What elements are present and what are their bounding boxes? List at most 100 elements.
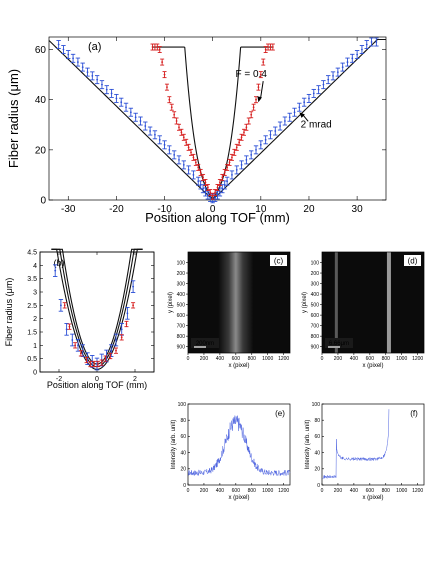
data-point (163, 143, 166, 146)
data-point (168, 98, 171, 101)
panel-e-axes (187, 403, 291, 486)
y-tick-label: 500 (177, 302, 186, 308)
panel-b-point-red (73, 342, 78, 349)
panel-a-point-blue (249, 150, 254, 160)
data-point (100, 361, 103, 364)
data-point (202, 176, 204, 179)
data-point (60, 304, 62, 307)
panel-f-label: (f) (410, 409, 418, 418)
data-point (238, 141, 241, 144)
data-point (243, 131, 245, 134)
data-point (101, 83, 103, 86)
panel-a-point-red (249, 111, 254, 119)
panel-a-point-red (169, 103, 174, 111)
y-tick-label: 80 (180, 418, 186, 424)
y-tick-label: 700 (177, 323, 186, 329)
panel-b-point-red (95, 360, 100, 368)
y-tick-label: 0 (40, 196, 46, 207)
y-tick-label: 4 (33, 263, 37, 270)
data-point (288, 116, 291, 119)
panel-a-point-red (266, 43, 271, 51)
panel-a-point-red (241, 128, 246, 136)
panel-b-y-axis-label: Fiber radius (μm) (4, 278, 14, 347)
data-point (139, 120, 142, 122)
y-tick-label: 3 (33, 289, 37, 296)
image-background (322, 252, 424, 353)
x-tick-label: 600 (366, 356, 375, 362)
data-point (89, 363, 92, 365)
panel-a-point-blue (171, 150, 177, 160)
x-tick-label: -20 (109, 204, 124, 215)
x-tick-label: -10 (157, 204, 172, 215)
data-point (226, 180, 229, 183)
panel-a-label: (a) (88, 41, 101, 53)
panel-a-point-red (164, 83, 169, 91)
panel-b-point-blue (130, 280, 136, 293)
panel-a-point-red (198, 168, 203, 176)
data-point (96, 78, 99, 81)
panel-b-axes (39, 251, 155, 373)
panel-f-x-axis-label: x (pixel) (362, 495, 383, 501)
panel-c-y-axis-label: y (pixel) (168, 292, 174, 313)
x-tick-label: 10 (255, 204, 267, 215)
panel-a-point-red (203, 178, 208, 186)
data-point (262, 61, 265, 63)
data-point (303, 101, 306, 104)
panel-b-point-red (124, 320, 129, 328)
panel-a-point-red (220, 173, 225, 181)
x-tick-label: 0 (187, 356, 190, 362)
panel-a-point-red (258, 71, 263, 79)
data-point (144, 125, 147, 127)
panel-a-point-red (234, 143, 239, 151)
panel-b-axes-top (39, 251, 155, 373)
panel-a-point-blue (123, 102, 129, 112)
y-tick-label: 60 (314, 434, 320, 440)
panel-a-point-red (176, 123, 181, 131)
data-point (178, 158, 180, 161)
panel-a-point-blue (186, 165, 191, 175)
x-tick-label: 200 (200, 356, 209, 362)
data-point (149, 130, 152, 132)
panel-a-point-red (261, 58, 266, 66)
data-point (197, 166, 200, 169)
x-tick-label: -30 (61, 204, 76, 215)
data-point (154, 46, 156, 48)
y-tick-label: 0 (317, 483, 320, 489)
panel-a-point-red (215, 184, 220, 191)
y-tick-label: 1 (33, 343, 37, 350)
y-tick-label: 40 (314, 450, 320, 456)
data-point (180, 131, 183, 134)
panel-a-axes (48, 36, 387, 201)
data-point (221, 176, 224, 179)
data-point (110, 92, 113, 95)
panel-a-point-blue (345, 57, 350, 67)
x-tick-label: 1200 (412, 488, 423, 494)
panel-a-annotation-arrow (259, 81, 264, 100)
data-point (85, 359, 88, 361)
x-tick-label: -2 (56, 376, 62, 383)
panel-a-point-blue (133, 112, 138, 122)
data-point (97, 363, 99, 365)
panel-a-x-axis-label: Position along TOF (mm) (145, 210, 290, 225)
panel-a-point-blue (350, 53, 355, 63)
panel-a-point-blue (181, 160, 186, 170)
y-tick-label: 0 (183, 483, 186, 489)
y-tick-label: 500 (311, 302, 320, 308)
panel-a-annotation: 2 mrad (301, 119, 332, 130)
data-point (86, 71, 89, 74)
data-point (336, 71, 339, 74)
panel-a-point-blue (306, 93, 312, 103)
data-point (105, 88, 108, 91)
data-point (250, 153, 253, 156)
panel-d-y-axis-label: y (pixel) (302, 292, 308, 313)
x-tick-label: 0 (95, 376, 99, 383)
panel-a-point-blue (268, 130, 273, 140)
y-tick-label: 60 (180, 434, 186, 440)
panel-a-point-blue (167, 145, 172, 155)
panel-a-point-red (217, 178, 222, 186)
panel-a-point-blue (258, 140, 264, 150)
data-point (120, 101, 123, 104)
data-point (173, 113, 176, 116)
data-point (247, 120, 250, 122)
panel-a-point-red (191, 153, 196, 161)
